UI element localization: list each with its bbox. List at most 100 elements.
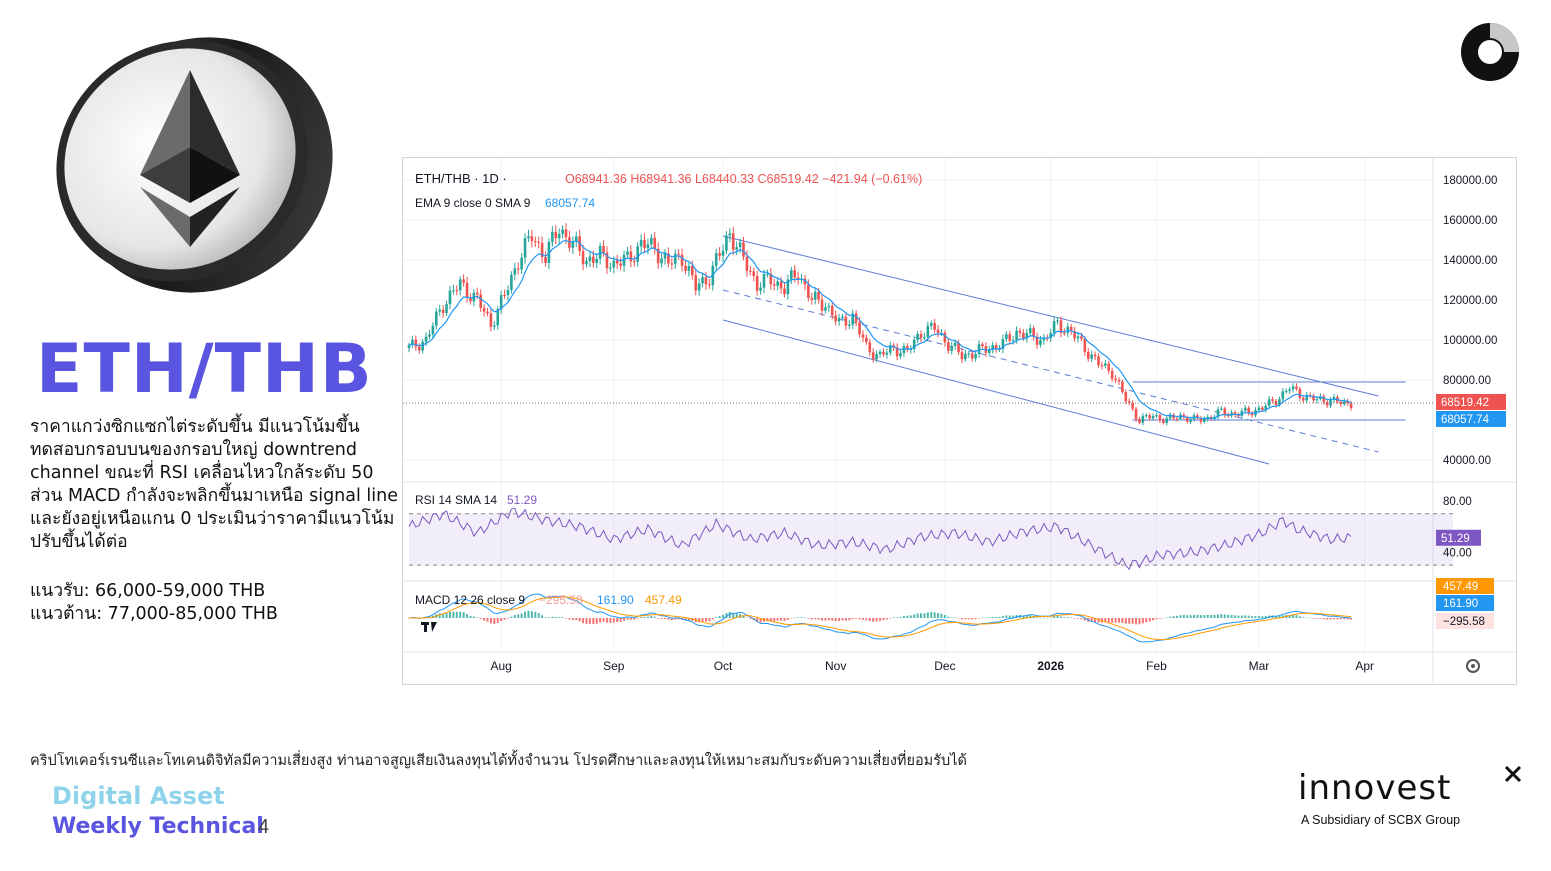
macd-hist-bar [793,617,796,619]
macd-hist-bar [1080,618,1083,620]
macd-hist-bar [1148,618,1151,622]
candle-body [783,288,786,295]
macd-hist-bar [937,613,940,618]
price-tick-label: 120000.00 [1443,295,1497,307]
macd-signal-tag: 457.49 [1443,581,1478,593]
candle-body [428,334,431,337]
candle-body [1189,419,1192,422]
macd-hist-bar [851,618,854,620]
candle-body [981,344,984,347]
macd-hist-bar [1213,615,1216,618]
macd-hist-bar [1237,615,1240,618]
macd-hist-bar [1223,614,1226,618]
candle-body [708,284,711,286]
price-chart[interactable]: Aug Sep Oct Nov Dec 2026 Feb Mar Apr 180000.00 160… [402,157,1517,685]
macd-hist-bar [964,618,967,620]
macd-hist-bar [506,618,509,619]
rsi-tag: 51.29 [1441,533,1470,545]
macd-hist-bar [1083,618,1086,621]
macd-hist-bar [718,615,721,618]
ethereum-coin-icon [56,37,333,293]
macd-hist-bar [1274,615,1277,618]
macd-hist-bar [1131,618,1134,624]
macd-hist-bar [657,618,660,619]
x-tick-label: Sep [603,659,625,673]
legend-macd: MACD 12 26 close 9 [415,593,525,607]
candle-body [885,352,889,355]
macd-hist-bar [988,617,991,618]
candle-body [745,256,749,271]
macd-hist-bar [821,618,824,621]
candle-body [513,268,517,275]
candle-body [650,237,653,245]
gear-icon[interactable] [1466,659,1480,673]
macd-hist-bar [1036,617,1039,618]
candle-body [1148,415,1151,419]
donut-logo-icon [1461,23,1519,81]
x-tick-label: Oct [714,659,733,673]
candle-body [1322,396,1326,402]
macd-hist-bar [1005,615,1008,618]
candle-body [1261,407,1264,410]
candle-body [964,353,967,360]
macd-hist-bar [1165,617,1168,619]
tradingview-logo-icon[interactable] [421,622,437,632]
macd-hist-bar [1220,614,1223,618]
candle-body [735,247,738,250]
candle-body [762,273,766,288]
macd-hist-bar [588,618,591,624]
candle-body [991,345,994,350]
candle-body [1080,336,1083,339]
candle-body [581,250,585,265]
macd-hist-bar [609,618,612,623]
x-tick-label: Aug [490,659,511,673]
macd-hist-bar [462,612,465,618]
macd-hist-bar [527,610,530,618]
macd-hist-bar [565,618,568,619]
candle-body [779,281,783,289]
candle-body [810,297,814,300]
macd-hist-bar [957,618,960,619]
rsi-band [409,513,1453,566]
candle-body [759,287,762,291]
macd-hist-bar [807,618,810,619]
candle-body [1312,395,1315,401]
candle-body [1220,408,1223,410]
candle-body [1257,407,1261,411]
candle-body [827,305,831,308]
candle-body [912,339,916,350]
candle-body [1124,392,1128,402]
macd-hist-bar [544,617,547,618]
chart-canvas[interactable]: Aug Sep Oct Nov Dec 2026 Feb Mar Apr 180000.00 160… [403,158,1516,684]
candle-body [687,265,691,271]
macd-hist-bar [926,612,929,618]
candle-body [530,236,534,242]
macd-hist-bar [455,611,458,618]
resistance-level: แนวต้าน: 77,000-85,000 THB [30,604,278,624]
candle-body [841,316,844,318]
candle-body [585,261,588,265]
candle-body [817,291,820,300]
candle-body [1271,399,1274,401]
candle-body [465,282,469,298]
candle-body [749,270,752,272]
macd-hist-bar [1261,616,1264,618]
candle-body [1199,417,1203,422]
legend-ema: EMA 9 close 0 SMA 9 [415,196,531,210]
macd-hist-bar [756,618,759,623]
candle-body [1138,419,1141,423]
macd-hist-bar [1145,618,1148,623]
macd-hist-bar [602,618,605,622]
candle-body [967,353,971,355]
candle-body [858,321,861,335]
macd-hist-bar [687,618,690,621]
candle-body [752,271,756,277]
macd-hist-bar [650,616,653,618]
candle-body [441,309,445,313]
legend-ema-value: 68057.74 [545,196,595,210]
candle-body [1243,407,1247,411]
candle-body [1032,328,1035,337]
candle-body [854,313,858,322]
candle-body [1175,418,1179,420]
candle-body [960,352,964,360]
